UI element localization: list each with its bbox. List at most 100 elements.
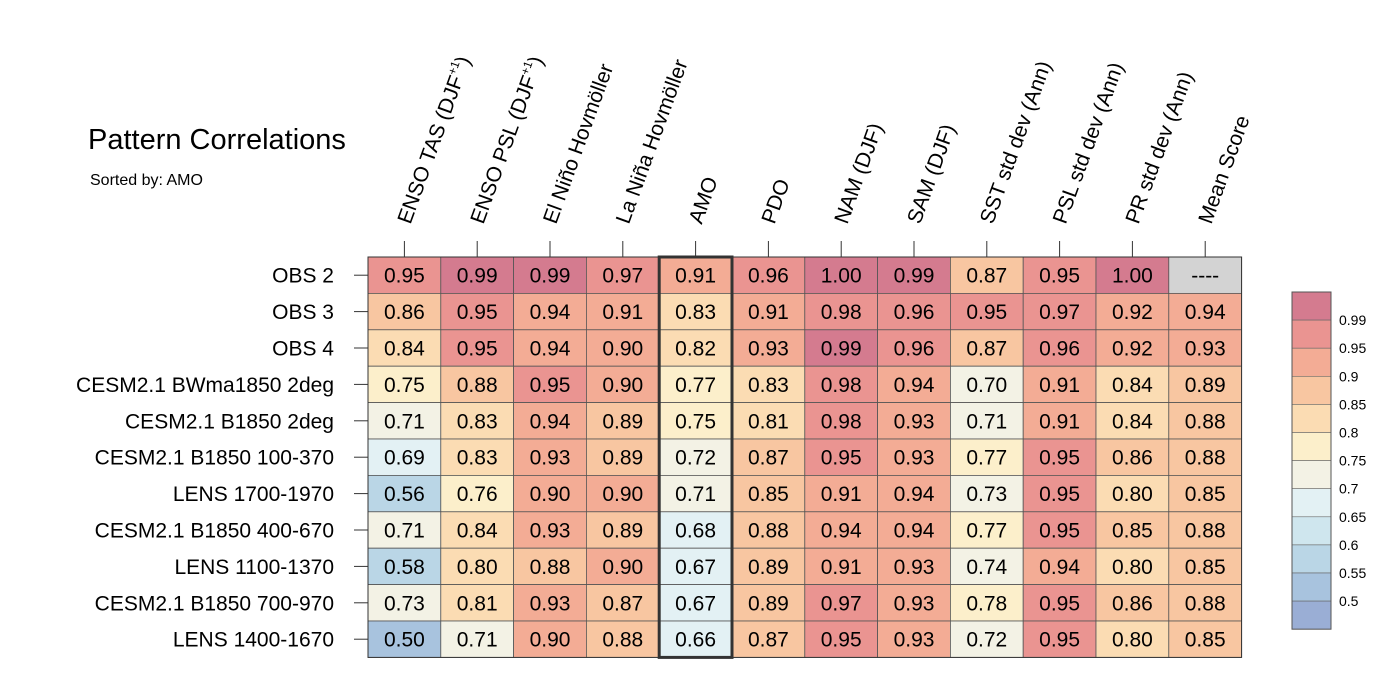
heatmap-cell [367, 365, 442, 404]
cell-value: 0.95 [1039, 483, 1080, 506]
cell-value: 0.91 [821, 556, 862, 579]
cell-value: 0.97 [821, 592, 862, 615]
cell-value: 0.92 [1112, 338, 1153, 361]
cell-value: 0.88 [602, 629, 643, 652]
colorbar-swatch [1291, 460, 1332, 490]
colorbar-label: 0.95 [1339, 340, 1366, 356]
cell-value: 0.90 [530, 629, 571, 652]
heatmap-cell [1022, 402, 1097, 440]
cell-value: 0.77 [675, 374, 716, 397]
column-label: AMO [685, 174, 723, 227]
cell-value: 0.95 [1039, 265, 1080, 288]
cell-value: 0.87 [966, 338, 1007, 361]
cell-value: 0.99 [530, 265, 571, 288]
cell-value: 0.90 [602, 338, 643, 361]
cell-value: 0.95 [457, 301, 498, 324]
colorbar-swatch [1291, 404, 1332, 433]
cell-value: 0.94 [894, 520, 935, 543]
heatmap-cell [440, 547, 514, 586]
cell-value: 0.99 [894, 265, 935, 288]
cell-value: 0.71 [457, 629, 498, 652]
heatmap-cell [877, 584, 951, 622]
colorbar-label: 0.8 [1339, 425, 1359, 441]
heatmap-cell [1168, 547, 1243, 586]
cell-value: 1.00 [1112, 265, 1153, 288]
colorbar-swatch [1291, 488, 1332, 518]
cell-value: 0.89 [602, 520, 643, 543]
cell-value: 1.00 [821, 265, 862, 288]
heatmap-cell [804, 292, 878, 331]
cell-value: 0.85 [1112, 520, 1153, 543]
heatmap-cell [440, 438, 514, 476]
heatmap-cell [950, 402, 1024, 440]
heatmap-cell [950, 329, 1024, 367]
cell-value: 0.83 [457, 410, 498, 433]
cell-value: 0.91 [1039, 374, 1080, 397]
cell-value: 0.87 [966, 265, 1007, 288]
cell-value: 0.71 [675, 483, 716, 506]
heatmap-cell [440, 511, 514, 549]
cell-value: 0.86 [384, 301, 425, 324]
heatmap-cell [731, 620, 806, 658]
heatmap-cell [950, 547, 1024, 586]
cell-value: 0.99 [821, 338, 862, 361]
cell-value: 0.88 [748, 520, 789, 543]
cell-value: 0.80 [1112, 629, 1153, 652]
chart-subtitle: Sorted by: AMO [90, 172, 203, 189]
heatmap-cell [440, 292, 514, 331]
cell-value: 0.95 [1039, 520, 1080, 543]
cell-value: 0.81 [748, 410, 789, 433]
heatmap-cell [1095, 511, 1170, 549]
cell-value: 0.83 [675, 301, 716, 324]
colorbar-swatch [1291, 319, 1332, 349]
heatmap-cell [513, 511, 587, 549]
column-label: El Niño Hovmöller [539, 61, 618, 227]
cell-value: ---- [1191, 265, 1219, 288]
cell-value: 0.95 [1039, 629, 1080, 652]
cell-value: 0.68 [675, 520, 716, 543]
cell-value: 0.88 [1185, 520, 1226, 543]
cell-value: 0.97 [1039, 301, 1080, 324]
cell-value: 0.87 [602, 592, 643, 615]
heatmap-cell [804, 584, 878, 622]
heatmap-cell [513, 474, 587, 513]
heatmap-cell [513, 620, 587, 658]
cell-value: 0.96 [894, 301, 935, 324]
cell-value: 0.85 [1185, 556, 1226, 579]
heatmap-cell [1022, 329, 1097, 367]
colorbar-swatch [1291, 572, 1332, 602]
cell-value: 0.99 [457, 265, 498, 288]
row-label: LENS 1700-1970 [173, 483, 334, 506]
cell-value: 0.67 [675, 556, 716, 579]
heatmap-cell [586, 402, 660, 440]
colorbar-swatch [1291, 544, 1332, 574]
heatmap-cell [950, 511, 1024, 549]
heatmap-cell [586, 620, 660, 658]
column-label: Mean Score [1194, 112, 1254, 226]
heatmap-cell [440, 329, 514, 367]
cell-value: 0.89 [748, 592, 789, 615]
cell-value: 0.80 [1112, 556, 1153, 579]
column-label: SAM (DJF) [903, 121, 960, 226]
row-label: OBS 3 [272, 301, 334, 324]
cell-value: 0.93 [530, 520, 571, 543]
cell-value: 0.75 [384, 374, 425, 397]
cell-value: 0.86 [1112, 592, 1153, 615]
cell-value: 0.94 [530, 410, 571, 433]
cell-value: 0.77 [966, 520, 1007, 543]
cell-value: 0.96 [1039, 338, 1080, 361]
heatmap-cell [1022, 584, 1097, 622]
cell-value: 0.95 [821, 447, 862, 470]
cell-value: 0.83 [748, 374, 789, 397]
cell-value: 0.84 [1112, 410, 1153, 433]
heatmap-cell [804, 474, 878, 513]
cell-value: 0.88 [1185, 592, 1226, 615]
heatmap-cell [1095, 329, 1170, 367]
heatmap-cell [1022, 292, 1097, 331]
heatmap-cell [1095, 256, 1170, 294]
cell-value: 0.95 [821, 629, 862, 652]
cell-value: 0.77 [966, 447, 1007, 470]
colorbar-label: 0.9 [1339, 368, 1359, 384]
row-label: CESM2.1 B1850 400-670 [95, 520, 334, 543]
heatmap-cell [950, 584, 1024, 622]
